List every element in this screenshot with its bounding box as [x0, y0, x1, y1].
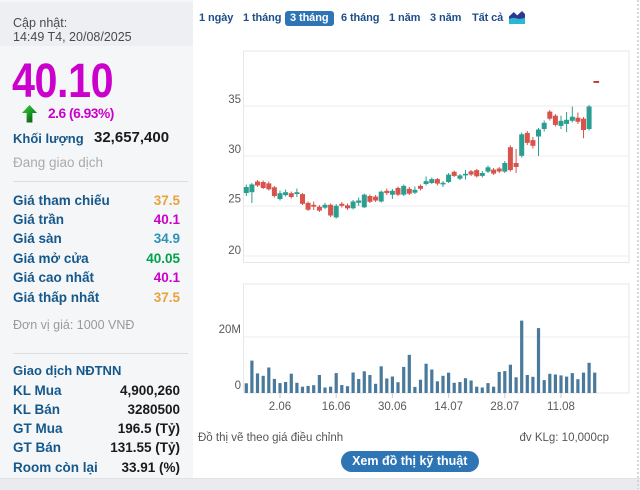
svg-text:35: 35	[228, 94, 241, 106]
svg-text:20: 20	[228, 245, 241, 257]
svg-text:0: 0	[235, 380, 241, 392]
svg-text:2.06: 2.06	[269, 401, 291, 413]
svg-text:30.06: 30.06	[378, 401, 407, 413]
svg-text:14.07: 14.07	[434, 401, 463, 413]
svg-text:28.07: 28.07	[490, 401, 519, 413]
svg-text:16.06: 16.06	[322, 401, 351, 413]
svg-text:25: 25	[228, 194, 241, 206]
svg-text:30: 30	[228, 144, 241, 156]
svg-text:20M: 20M	[219, 324, 241, 336]
svg-text:11.08: 11.08	[547, 401, 575, 413]
